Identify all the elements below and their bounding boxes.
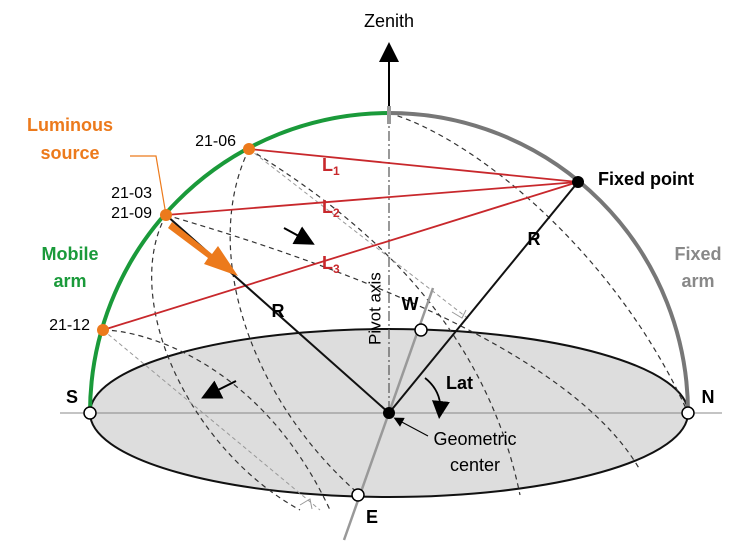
- center-label: center: [450, 455, 500, 475]
- distance-lines: [102, 148, 579, 331]
- sub: 2: [333, 206, 340, 220]
- center-label: Geometric: [433, 429, 516, 449]
- points: [83, 143, 695, 502]
- cardinal-label: E: [366, 507, 378, 527]
- cardinal-label: S: [66, 387, 78, 407]
- radius-label: R: [272, 301, 285, 321]
- distance-label: L2: [322, 197, 340, 220]
- fixed-arm-label: Fixed: [674, 244, 721, 264]
- mobile-arm: [88, 111, 390, 414]
- mobile-arm-label: arm: [53, 271, 86, 291]
- radius: [388, 181, 579, 414]
- pivot-axis-label: Pivot axis: [365, 272, 384, 345]
- date-label: 21-06: [195, 133, 236, 150]
- letter: L: [322, 253, 333, 273]
- distance-label: L1: [322, 155, 340, 178]
- cardinal-label: N: [702, 387, 715, 407]
- light-arrow: [168, 222, 238, 276]
- cardinal-label: W: [402, 294, 419, 314]
- date-label: 21-03: [111, 185, 152, 202]
- sun-path: [165, 214, 641, 471]
- leader: [393, 417, 429, 437]
- sub: 1: [333, 164, 340, 178]
- mobile-arm-label: Mobile: [42, 244, 99, 264]
- fixed-arm-label: arm: [681, 271, 714, 291]
- letter: L: [322, 197, 333, 217]
- luminous-label: source: [40, 143, 99, 163]
- letter: L: [322, 155, 333, 175]
- fixed-point-label: Fixed point: [598, 169, 694, 189]
- right-angle: [299, 498, 313, 510]
- radius-label: R: [528, 229, 541, 249]
- sun-path: [102, 329, 331, 511]
- sun-path: [229, 148, 361, 496]
- luminous-label: Luminous: [27, 115, 113, 135]
- fixed-arm: [388, 111, 690, 414]
- sub: 3: [333, 262, 340, 276]
- right-angle: [451, 309, 467, 319]
- date-label: 21-09: [111, 205, 152, 222]
- date-label: 21-12: [49, 317, 90, 334]
- zenith-label: Zenith: [364, 11, 414, 31]
- distance-label: L3: [322, 253, 340, 276]
- sun-path: [248, 148, 521, 496]
- lat-label: Lat: [446, 373, 473, 393]
- rotation-arrow: [201, 380, 237, 399]
- meridian: [388, 112, 689, 414]
- sun-path: [151, 214, 301, 511]
- guide: [248, 148, 471, 321]
- rotation-arrow: [283, 226, 315, 245]
- leader: [130, 155, 167, 216]
- lat-arc: [424, 377, 450, 419]
- guide: [102, 329, 321, 511]
